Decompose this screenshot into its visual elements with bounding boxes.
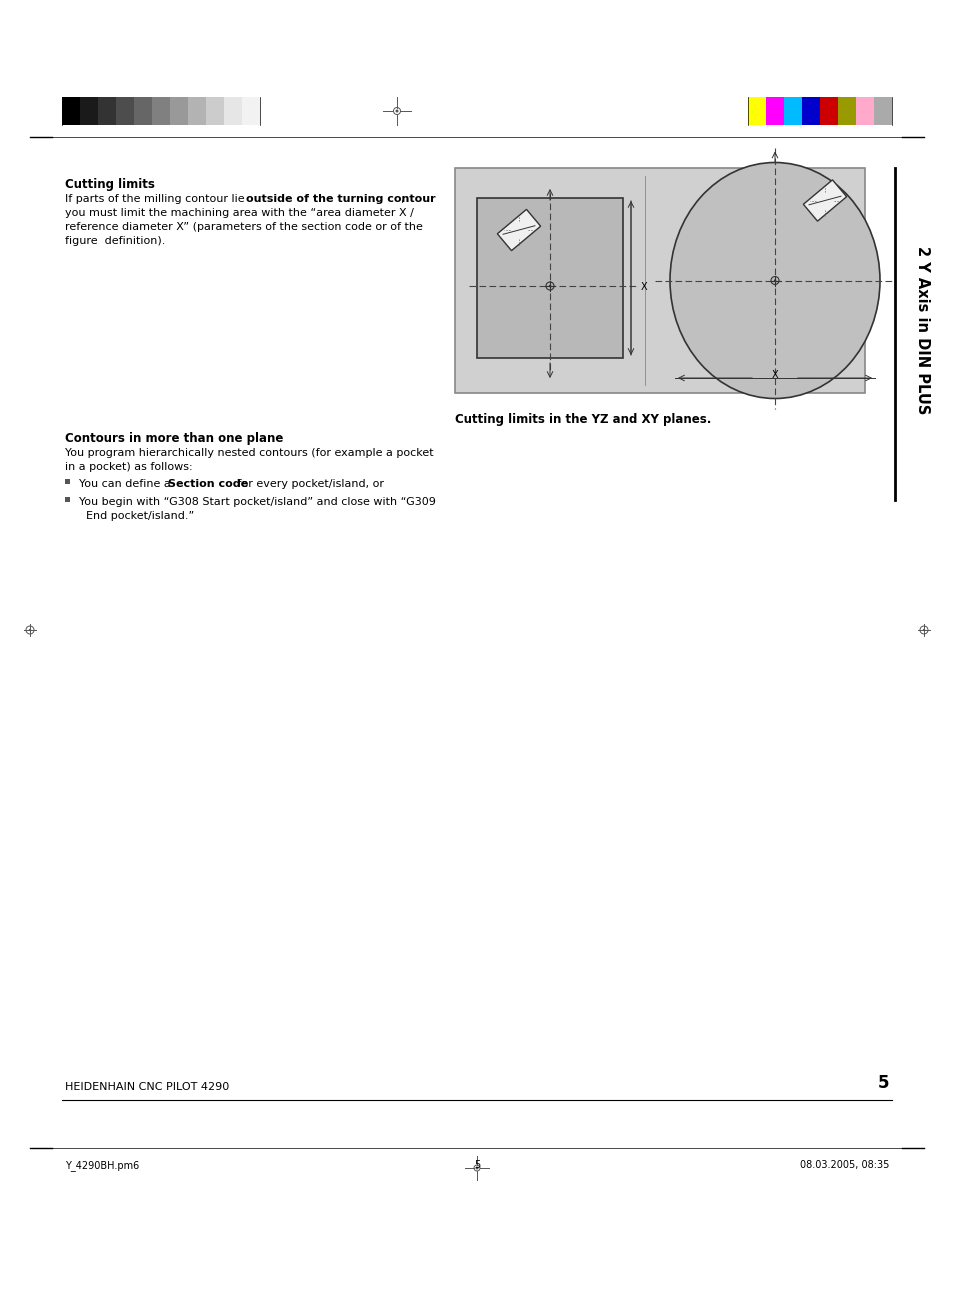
- Circle shape: [395, 110, 398, 112]
- Bar: [65, 479, 70, 484]
- Bar: [152, 97, 170, 126]
- Text: HEIDENHAIN CNC PILOT 4290: HEIDENHAIN CNC PILOT 4290: [65, 1082, 229, 1092]
- Bar: [62, 97, 80, 126]
- Text: You can define a: You can define a: [79, 479, 174, 489]
- Bar: [188, 97, 206, 126]
- Bar: [873, 97, 891, 126]
- Text: If parts of the milling contour lie: If parts of the milling contour lie: [65, 194, 248, 204]
- Text: Cutting limits in the YZ and XY planes.: Cutting limits in the YZ and XY planes.: [455, 413, 711, 426]
- Bar: [783, 97, 801, 126]
- Text: 08.03.2005, 08:35: 08.03.2005, 08:35: [799, 1160, 888, 1169]
- Text: in a pocket) as follows:: in a pocket) as follows:: [65, 462, 193, 472]
- Bar: [476, 198, 622, 358]
- Text: ,: ,: [399, 194, 403, 204]
- Circle shape: [548, 285, 551, 288]
- Bar: [855, 97, 873, 126]
- Circle shape: [475, 1167, 478, 1169]
- Bar: [455, 167, 864, 392]
- Bar: [170, 97, 188, 126]
- Text: 5: 5: [474, 1160, 479, 1169]
- Bar: [820, 97, 837, 126]
- Bar: [747, 97, 765, 126]
- Bar: [116, 97, 133, 126]
- Text: 2 Y Axis in DIN PLUS: 2 Y Axis in DIN PLUS: [915, 246, 929, 415]
- Bar: [98, 97, 116, 126]
- Text: for every pocket/island, or: for every pocket/island, or: [233, 479, 384, 489]
- Text: X: X: [640, 283, 647, 292]
- Bar: [765, 97, 783, 126]
- Text: End pocket/island.”: End pocket/island.”: [79, 511, 194, 521]
- Text: figure  definition).: figure definition).: [65, 235, 165, 246]
- Bar: [224, 97, 242, 126]
- Text: outside of the turning contour: outside of the turning contour: [246, 194, 436, 204]
- Text: You program hierarchically nested contours (for example a pocket: You program hierarchically nested contou…: [65, 449, 434, 458]
- Bar: [65, 497, 70, 502]
- Text: 5: 5: [877, 1074, 888, 1092]
- Bar: [801, 97, 820, 126]
- Bar: [133, 97, 152, 126]
- Bar: [837, 97, 855, 126]
- Text: Section code: Section code: [168, 479, 248, 489]
- Ellipse shape: [669, 162, 879, 399]
- Bar: [206, 97, 224, 126]
- Text: Y_4290BH.pm6: Y_4290BH.pm6: [65, 1160, 139, 1171]
- Bar: [242, 97, 260, 126]
- Bar: [80, 97, 98, 126]
- Text: you must limit the machining area with the “area diameter X /: you must limit the machining area with t…: [65, 208, 414, 218]
- Polygon shape: [497, 209, 540, 251]
- Circle shape: [922, 629, 924, 632]
- Text: reference diameter X” (parameters of the section code or of the: reference diameter X” (parameters of the…: [65, 222, 422, 232]
- Text: Cutting limits: Cutting limits: [65, 178, 154, 191]
- Text: You begin with “G308 Start pocket/island” and close with “G309: You begin with “G308 Start pocket/island…: [79, 497, 436, 508]
- Circle shape: [773, 280, 776, 281]
- Text: Contours in more than one plane: Contours in more than one plane: [65, 432, 283, 445]
- Circle shape: [29, 629, 31, 632]
- Polygon shape: [802, 181, 845, 221]
- Text: X: X: [771, 370, 778, 381]
